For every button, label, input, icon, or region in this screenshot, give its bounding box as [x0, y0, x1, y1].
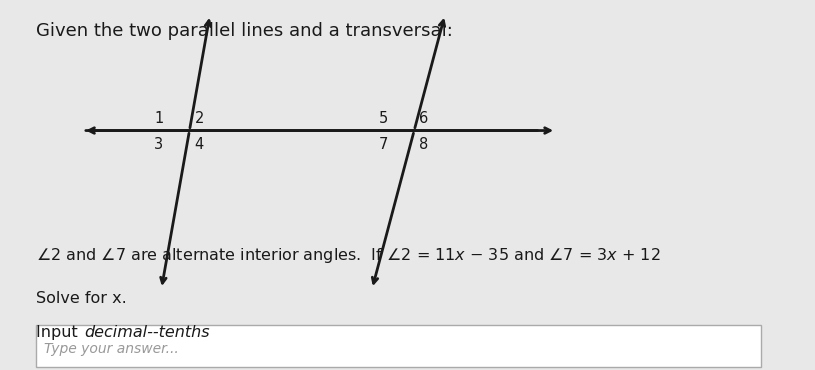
FancyBboxPatch shape: [36, 324, 761, 367]
Text: Solve for x.: Solve for x.: [36, 291, 126, 306]
Text: Type your answer...: Type your answer...: [43, 343, 178, 356]
Text: Input: Input: [36, 324, 82, 340]
Text: 7: 7: [379, 137, 388, 152]
Text: 1: 1: [154, 111, 164, 126]
Text: 4: 4: [195, 137, 204, 152]
Text: 6: 6: [420, 111, 429, 126]
Text: $\angle$2 and $\angle$7 are alternate interior angles.  If $\angle$2 = 11$x$ $-$: $\angle$2 and $\angle$7 are alternate in…: [36, 246, 660, 265]
Text: 8: 8: [420, 137, 429, 152]
Text: 5: 5: [379, 111, 388, 126]
Text: Given the two parallel lines and a transversal:: Given the two parallel lines and a trans…: [36, 22, 452, 40]
Text: 3: 3: [154, 137, 164, 152]
Text: decimal--tenths: decimal--tenths: [85, 324, 210, 340]
Text: 2: 2: [195, 111, 204, 126]
